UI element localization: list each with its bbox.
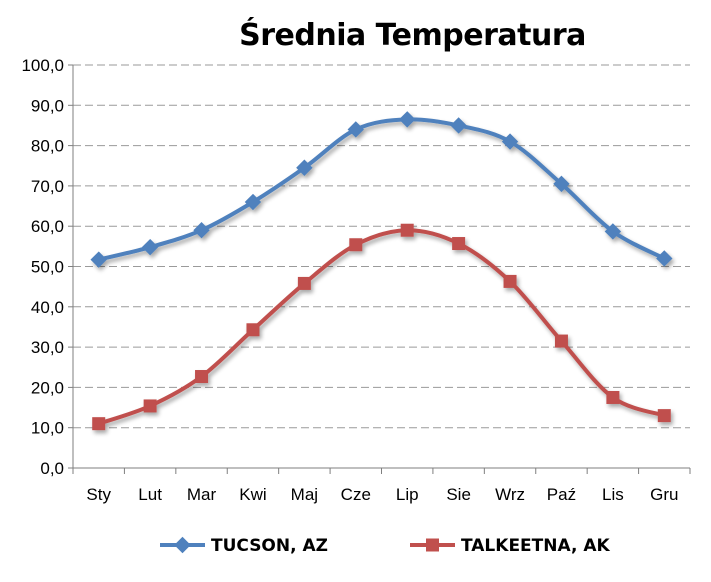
data-point xyxy=(399,111,416,128)
series-line xyxy=(96,117,667,262)
data-point xyxy=(604,223,622,240)
data-point xyxy=(606,390,620,404)
y-tick-label: 30,0 xyxy=(31,338,64,357)
data-point xyxy=(503,274,517,288)
y-tick-label: 70,0 xyxy=(31,177,64,196)
data-point xyxy=(347,121,364,138)
data-point xyxy=(400,223,414,237)
y-tick-label: 0,0 xyxy=(40,459,64,478)
chart-title: Średnia Temperatura xyxy=(239,18,586,53)
data-point xyxy=(554,334,568,348)
data-point xyxy=(297,276,311,290)
data-point xyxy=(195,370,209,384)
gridlines xyxy=(73,64,690,429)
legend-label: TALKEETNA, AK xyxy=(461,536,610,556)
data-point xyxy=(92,417,106,431)
x-tick-label: Sty xyxy=(86,485,111,504)
x-tick-label: Wrz xyxy=(495,485,525,504)
series-2 xyxy=(92,223,671,431)
data-point xyxy=(656,250,673,267)
x-tick-label: Paź xyxy=(547,485,576,504)
y-tick-label: 50,0 xyxy=(31,258,64,277)
series-layer xyxy=(90,111,673,431)
data-point xyxy=(246,323,260,337)
data-point xyxy=(244,193,262,211)
x-tick-label: Lut xyxy=(138,485,162,504)
series-line xyxy=(96,228,667,426)
data-point xyxy=(657,409,671,423)
x-tick-label: Kwi xyxy=(239,485,266,504)
y-tick-label: 10,0 xyxy=(31,419,64,438)
data-point xyxy=(143,399,157,413)
x-tick-label: Maj xyxy=(291,485,318,504)
y-tick-label: 90,0 xyxy=(31,96,64,115)
data-point xyxy=(193,222,210,239)
y-tick-label: 100,0 xyxy=(21,56,64,75)
x-tick-label: Mar xyxy=(187,485,217,504)
legend-label: TUCSON, AZ xyxy=(211,536,328,556)
axes: 0,0 10,0 20,0 30,0 40,0 50,0 60,0 70,0 80,0 90,0 1… xyxy=(21,56,691,504)
data-point xyxy=(90,251,107,268)
legend-marker xyxy=(174,536,191,554)
x-tick-label: Gru xyxy=(650,485,678,504)
y-tick-label: 80,0 xyxy=(31,137,64,156)
y-tick-label: 40,0 xyxy=(31,298,64,317)
data-point xyxy=(501,133,519,150)
series-1 xyxy=(90,111,673,268)
x-tick-label: Sie xyxy=(446,485,471,504)
data-point xyxy=(450,117,467,134)
y-tick-label: 60,0 xyxy=(31,217,64,236)
legend: TUCSON, AZ TALKEETNA, AK xyxy=(160,536,610,556)
y-tick-label: 20,0 xyxy=(31,378,64,397)
data-point xyxy=(296,159,313,176)
data-point xyxy=(141,238,159,256)
legend-marker xyxy=(426,538,439,552)
x-tick-label: Lis xyxy=(602,485,624,504)
data-point xyxy=(553,175,570,193)
x-tick-label: Cze xyxy=(341,485,371,504)
data-point xyxy=(349,238,363,252)
data-point xyxy=(452,237,466,251)
x-tick-label: Lip xyxy=(396,485,419,504)
